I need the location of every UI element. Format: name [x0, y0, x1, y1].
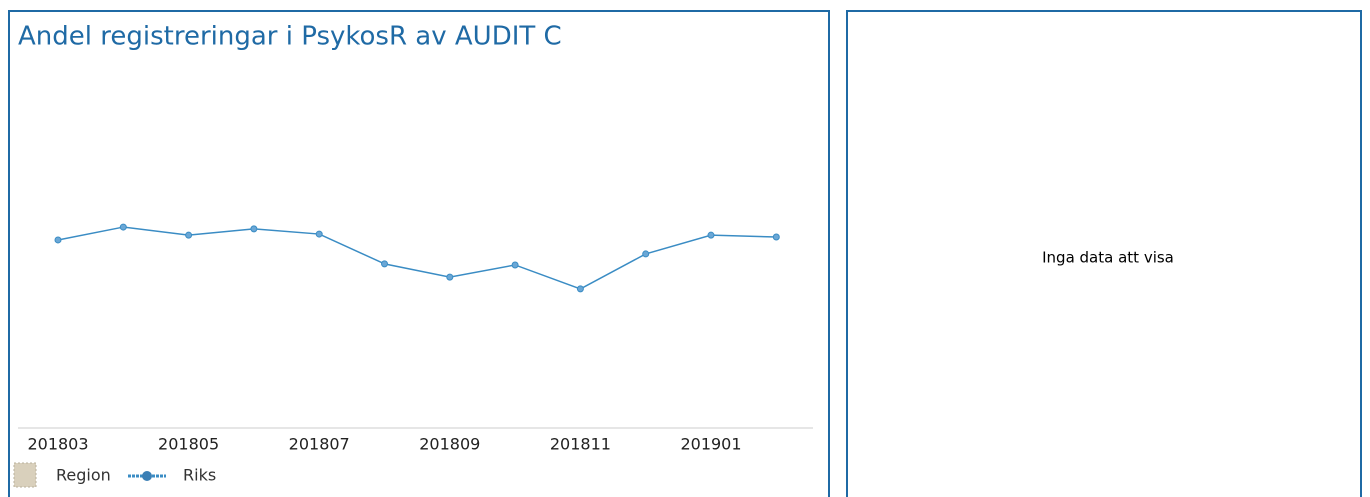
data-point	[576, 285, 584, 293]
left-panel	[8, 10, 830, 497]
legend-label: Riks	[183, 466, 216, 485]
x-tick-label: 201805	[158, 435, 219, 454]
x-tick-label: 201811	[550, 435, 611, 454]
data-point	[381, 260, 388, 268]
data-point	[511, 261, 519, 269]
x-tick-label: 201807	[289, 435, 350, 454]
data-point	[707, 231, 715, 239]
legend-marker	[142, 471, 152, 481]
x-tick-label: 201901	[680, 435, 741, 454]
x-tick-label: 201809	[419, 435, 480, 454]
data-point	[54, 236, 62, 244]
series-line	[57, 226, 777, 290]
data-point	[119, 223, 127, 231]
x-tick-label: 201803	[27, 435, 88, 454]
legend-label: Region	[56, 466, 111, 485]
data-point	[185, 231, 193, 239]
data-point	[772, 233, 780, 241]
data-point	[642, 250, 650, 258]
legend-swatch	[13, 462, 37, 488]
right-panel	[846, 10, 1362, 497]
data-point	[250, 225, 258, 233]
data-point	[315, 230, 323, 238]
chart-title: Andel registreringar i PsykosR av AUDIT …	[18, 22, 562, 52]
data-point	[446, 273, 454, 281]
empty-message: Inga data att visa	[1042, 249, 1174, 267]
